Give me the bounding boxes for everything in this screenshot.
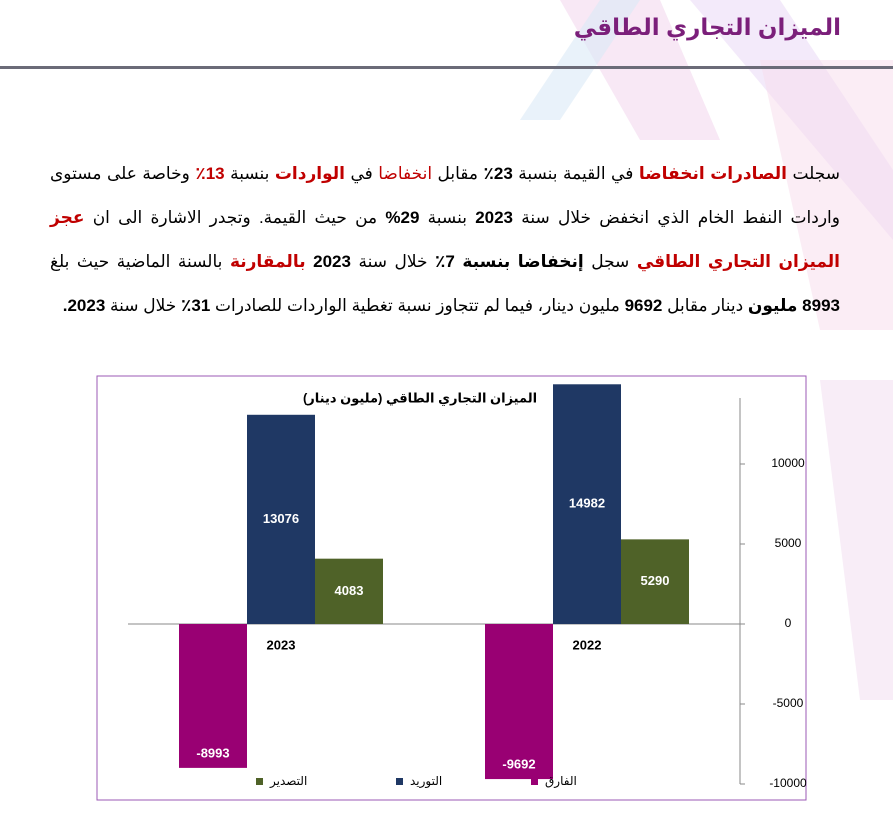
header-rule bbox=[0, 66, 893, 69]
legend-label: الفارق bbox=[545, 774, 577, 789]
value-label: 5290 bbox=[641, 573, 670, 588]
y-tick-label: -5000 bbox=[773, 696, 804, 710]
run: 9692 bbox=[624, 296, 663, 315]
value-label: 14982 bbox=[569, 496, 605, 511]
run: بنسبة bbox=[224, 164, 275, 183]
run: خلال سنة bbox=[105, 296, 181, 315]
run: مقابل bbox=[432, 164, 484, 183]
run: 2023 bbox=[313, 252, 351, 271]
run: 2023. bbox=[62, 296, 106, 315]
legend-swatch bbox=[256, 778, 263, 785]
paragraph: سجلت الصادرات انخفاضا في القيمة بنسبة 23… bbox=[50, 152, 840, 328]
legend-swatch bbox=[531, 778, 538, 785]
run: خلال سنة bbox=[350, 252, 436, 271]
run: سجل bbox=[583, 252, 637, 271]
value-label: 4083 bbox=[335, 583, 364, 598]
value-label: -9692 bbox=[502, 757, 535, 772]
run: 31٪ bbox=[180, 296, 211, 315]
run: الواردات bbox=[274, 164, 345, 183]
value-label: 13076 bbox=[263, 511, 299, 526]
run: 8993 مليون bbox=[747, 296, 840, 315]
value-label: -8993 bbox=[196, 745, 229, 760]
x-tick-label: 2022 bbox=[573, 637, 602, 652]
run: في bbox=[344, 164, 379, 183]
bar bbox=[179, 624, 247, 768]
run: مليون دينار، فيما لم تتجاوز نسبة تغطية ا… bbox=[210, 296, 625, 315]
run: 2023 bbox=[475, 208, 514, 227]
run: من حيث القيمة. وتجدر الاشارة الى ان bbox=[84, 208, 386, 227]
run: بالمقارنة bbox=[229, 252, 314, 271]
run: في القيمة بنسبة bbox=[512, 164, 639, 183]
run: الصادرات انخفاضا bbox=[638, 164, 787, 183]
legend-swatch bbox=[396, 778, 403, 785]
bar bbox=[621, 539, 689, 624]
bar bbox=[247, 414, 315, 624]
run: عجز الميزان التجاري الطاقي bbox=[50, 208, 840, 271]
run: 23٪ bbox=[483, 164, 513, 183]
legend-label: التصدير bbox=[269, 774, 307, 789]
run: بالسنة الماضية حيث بلغ bbox=[50, 252, 230, 271]
run: سجلت bbox=[786, 164, 840, 183]
bar bbox=[553, 384, 621, 624]
run: بنسبة bbox=[419, 208, 476, 227]
run: وخاصة على مستوى واردات النفط الخام الذي … bbox=[50, 164, 840, 227]
legend-label: التوريد bbox=[410, 774, 442, 789]
y-tick-label: 5000 bbox=[775, 536, 802, 550]
run: إنخفاضا بنسبة 7٪ bbox=[435, 252, 584, 271]
run: انخفاضا bbox=[378, 164, 433, 183]
run: 13٪ bbox=[195, 164, 225, 183]
y-tick-label: 10000 bbox=[771, 456, 805, 470]
page-title: الميزان التجاري الطاقي bbox=[573, 14, 841, 40]
y-tick-label: 0 bbox=[785, 616, 792, 630]
chart-title: الميزان التجاري الطاقي (مليون دينار) bbox=[303, 390, 537, 405]
x-tick-label: 2023 bbox=[267, 637, 296, 652]
run: دينار مقابل bbox=[662, 296, 748, 315]
bar bbox=[315, 558, 383, 624]
run: 29% bbox=[385, 208, 420, 227]
y-tick-label: -10000 bbox=[769, 776, 807, 790]
bar bbox=[485, 624, 553, 780]
